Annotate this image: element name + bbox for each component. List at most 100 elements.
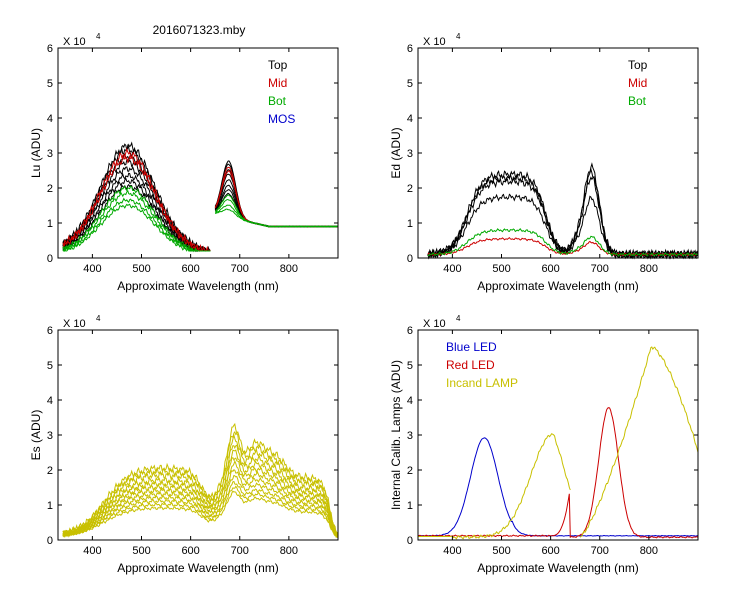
lamps-ytick-label: 1: [407, 500, 413, 512]
lu-series-mid: [62, 155, 211, 252]
ed-series-bot: [427, 228, 699, 257]
es-ytick-label: 1: [47, 500, 53, 512]
lu-xtick-label: 400: [83, 263, 101, 275]
lu-series-bot: [214, 208, 339, 228]
es-xtick-label: 400: [83, 545, 101, 557]
ed-xtick-label: 700: [591, 263, 609, 275]
es-multiplier: X 10: [63, 318, 86, 330]
lu-series-bot: [62, 203, 211, 252]
lamps-multiplier: X 10: [423, 318, 446, 330]
ed-multiplier: X 10: [423, 36, 446, 48]
lamps-ytick-label: 3: [407, 430, 413, 442]
lamps-xtick-label: 700: [591, 545, 609, 557]
lu-legend-mid: Mid: [268, 76, 287, 90]
lamps-series-incand-lamp: [579, 346, 699, 538]
panel-lamps: 400 500 600 700 800 0 1 2 3 4 5 6 X 10 4 Internal C…: [389, 314, 699, 575]
lu-ytick-label: 2: [47, 183, 53, 195]
lu-ytick-label: 4: [47, 113, 53, 125]
ed-xlabel: Approximate Wavelength (nm): [477, 279, 639, 293]
lu-series-bot: [215, 199, 339, 228]
lamps-legend: Blue LED Red LED Incand LAMP: [446, 340, 518, 390]
ed-ytick-label: 4: [407, 113, 413, 125]
lamps-ytick-label: 2: [407, 465, 413, 477]
lamps-ytick-label: 4: [407, 395, 413, 407]
lu-xtick-label: 600: [181, 263, 199, 275]
lu-ytick-label: 5: [47, 78, 53, 90]
es-ytick-label: 3: [47, 430, 53, 442]
lu-ytick-label: 6: [47, 43, 53, 55]
lu-legend-bot: Bot: [268, 94, 287, 108]
lu-series: [62, 141, 339, 253]
es-ytick-label: 4: [47, 395, 53, 407]
lamps-ylabel: Internal Calib. Lamps (ADU): [389, 360, 403, 510]
lu-ytick-label: 3: [47, 148, 53, 160]
lamps-ytick-label: 5: [407, 360, 413, 372]
es-series-es: [62, 474, 339, 538]
lamps-series-blue-led: [417, 437, 699, 537]
lu-legend-mos: MOS: [268, 112, 295, 126]
ed-exponent: 4: [456, 32, 461, 41]
es-ytick-label: 5: [47, 360, 53, 372]
lu-exponent: 4: [96, 32, 101, 41]
ed-xtick-label: 600: [541, 263, 559, 275]
ed-ytick-label: 3: [407, 148, 413, 160]
lamps-xtick-label: 600: [541, 545, 559, 557]
es-ytick-label: 6: [47, 325, 53, 337]
es-series: [62, 422, 339, 539]
lamps-xtick-label: 400: [443, 545, 461, 557]
ed-legend-mid: Mid: [628, 76, 647, 90]
lamps-xtick-label: 800: [640, 545, 658, 557]
lu-series-bot: [215, 204, 339, 228]
lamps-legend-red-led: Red LED: [446, 358, 495, 372]
lu-ytick-label: 1: [47, 218, 53, 230]
es-xtick-label: 700: [231, 545, 249, 557]
ed-legend-top: Top: [628, 58, 648, 72]
lamps-ytick-label: 0: [407, 535, 413, 547]
lamps-series: [417, 346, 699, 540]
lu-xtick-label: 800: [280, 263, 298, 275]
ed-xtick-label: 800: [640, 263, 658, 275]
es-series-es: [62, 444, 339, 538]
lamps-legend-incand-lamp: Incand LAMP: [446, 376, 518, 390]
lamps-series-red-led: [417, 407, 699, 539]
es-xtick-label: 800: [280, 545, 298, 557]
ed-series-top: [427, 162, 699, 260]
ed-ylabel: Ed (ADU): [389, 127, 403, 178]
ed-ytick-label: 1: [407, 218, 413, 230]
lu-ylabel: Lu (ADU): [29, 128, 43, 178]
lu-ytick-label: 0: [47, 253, 53, 265]
es-exponent: 4: [96, 314, 101, 323]
panel-es: 400 500 600 700 800 0 1 2 3 4 5 6 X 10 4 Es (ADU) A…: [29, 314, 339, 575]
lu-legend: Top Mid Bot MOS: [268, 58, 295, 126]
lu-series-top: [214, 184, 339, 228]
lu-series-bot: [62, 185, 211, 252]
lu-legend-top: Top: [268, 58, 288, 72]
ed-ytick-label: 0: [407, 253, 413, 265]
lamps-series-incand-lamp: [418, 433, 571, 540]
es-xtick-label: 600: [181, 545, 199, 557]
lamps-xlabel: Approximate Wavelength (nm): [477, 561, 639, 575]
ed-legend: Top Mid Bot: [628, 58, 648, 108]
lamps-xtick-label: 500: [492, 545, 510, 557]
lu-multiplier: X 10: [63, 36, 86, 48]
lu-xtick-label: 700: [231, 263, 249, 275]
ed-legend-bot: Bot: [628, 94, 647, 108]
ed-axes-frame: [417, 47, 699, 259]
lu-series-top: [214, 179, 339, 228]
ed-xtick-label: 500: [492, 263, 510, 275]
panel-lu: 400 500 600 700 800 0 1 2 3 4 5 6 X 10 4 Lu (ADU) A…: [29, 32, 339, 293]
lu-xlabel: Approximate Wavelength (nm): [117, 279, 279, 293]
ed-ytick-label: 6: [407, 43, 413, 55]
es-series-es: [62, 449, 339, 538]
es-ytick-label: 2: [47, 465, 53, 477]
lamps-exponent: 4: [456, 314, 461, 323]
es-xlabel: Approximate Wavelength (nm): [117, 561, 279, 575]
ed-series: [427, 162, 699, 260]
lamps-ytick-label: 6: [407, 325, 413, 337]
es-xtick-label: 500: [132, 545, 150, 557]
lu-xtick-label: 500: [132, 263, 150, 275]
es-ylabel: Es (ADU): [29, 410, 43, 461]
lu-series-mid: [62, 147, 211, 252]
ed-series-top: [427, 193, 699, 260]
